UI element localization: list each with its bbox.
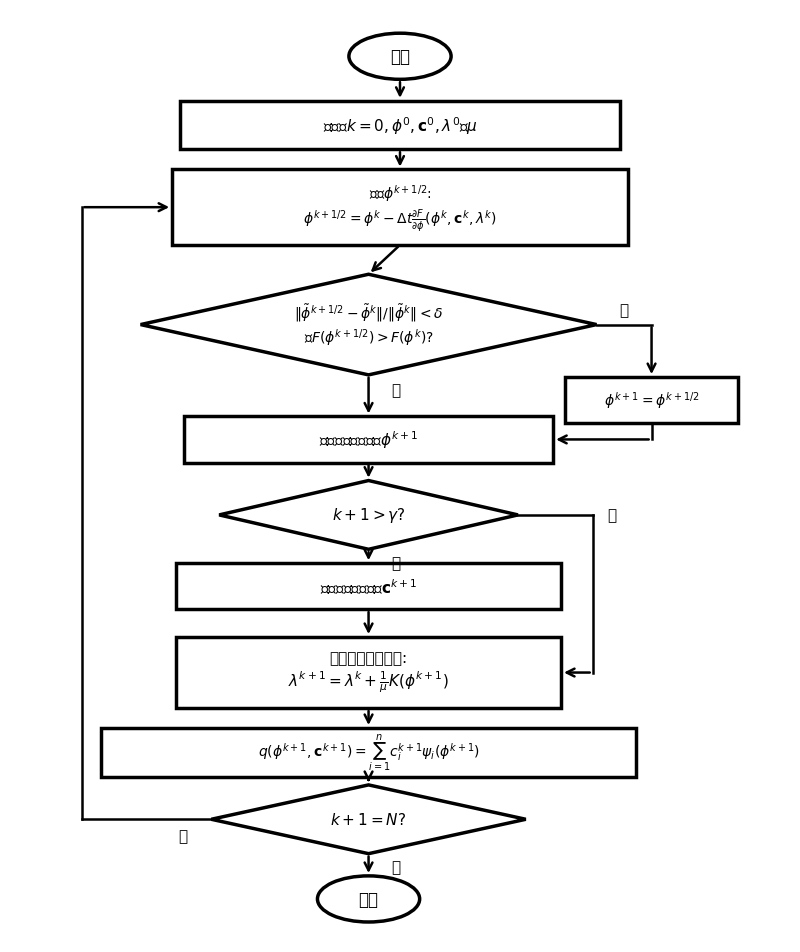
Text: 用共轭梯度法更新$\mathbf{c}^{k+1}$: 用共轭梯度法更新$\mathbf{c}^{k+1}$ xyxy=(320,577,418,596)
Text: 开始: 开始 xyxy=(390,49,410,67)
Bar xyxy=(180,102,620,150)
Bar xyxy=(565,378,738,424)
Text: $\phi^{k+1} = \phi^{k+1/2}$: $\phi^{k+1} = \phi^{k+1/2}$ xyxy=(604,390,699,411)
Polygon shape xyxy=(219,481,518,549)
Ellipse shape xyxy=(349,34,451,80)
Text: 是: 是 xyxy=(391,860,401,875)
Text: 用牛顿法计算得到$\phi^{k+1}$: 用牛顿法计算得到$\phi^{k+1}$ xyxy=(318,429,418,451)
Polygon shape xyxy=(211,785,526,854)
Text: $\|\tilde{\phi}^{k+1/2} - \tilde{\phi}^k\|/\|\tilde{\phi}^k\| < \delta$
和$F(\phi: $\|\tilde{\phi}^{k+1/2} - \tilde{\phi}^k… xyxy=(294,303,443,348)
Bar xyxy=(172,170,628,246)
Bar xyxy=(176,637,561,708)
Text: 计算$\phi^{k+1/2}$:
$\phi^{k+1/2} = \phi^k - \Delta t\frac{\partial F}{\partial \p: 计算$\phi^{k+1/2}$: $\phi^{k+1/2} = \phi^k… xyxy=(303,183,497,233)
Text: $q(\phi^{k+1}, \mathbf{c}^{k+1}) = \sum_{i=1}^{n} c_i^{k+1} \psi_i(\phi^{k+1})$: $q(\phi^{k+1}, \mathbf{c}^{k+1}) = \sum_… xyxy=(258,732,479,773)
Bar xyxy=(184,417,554,463)
Text: 否: 否 xyxy=(178,828,188,843)
Bar xyxy=(176,564,561,609)
Text: 是: 是 xyxy=(391,383,401,398)
Text: $k + 1 > \gamma$?: $k + 1 > \gamma$? xyxy=(331,506,406,525)
Text: 是: 是 xyxy=(391,556,401,570)
Text: 否: 否 xyxy=(619,303,629,318)
Ellipse shape xyxy=(318,876,420,922)
Text: 初始化$k=0, \phi^0, \mathbf{c}^0, \lambda^0$和$\mu$: 初始化$k=0, \phi^0, \mathbf{c}^0, \lambda^0… xyxy=(322,115,478,137)
Text: 更新拉格朗日因子:
$\lambda^{k+1} = \lambda^k + \frac{1}{\mu}K(\phi^{k+1})$: 更新拉格朗日因子: $\lambda^{k+1} = \lambda^k + \… xyxy=(288,651,449,695)
Bar xyxy=(102,728,636,777)
Text: 结束: 结束 xyxy=(358,890,378,908)
Polygon shape xyxy=(141,275,597,375)
Text: $k + 1 = N$?: $k + 1 = N$? xyxy=(330,811,406,827)
Text: 否: 否 xyxy=(608,507,617,523)
